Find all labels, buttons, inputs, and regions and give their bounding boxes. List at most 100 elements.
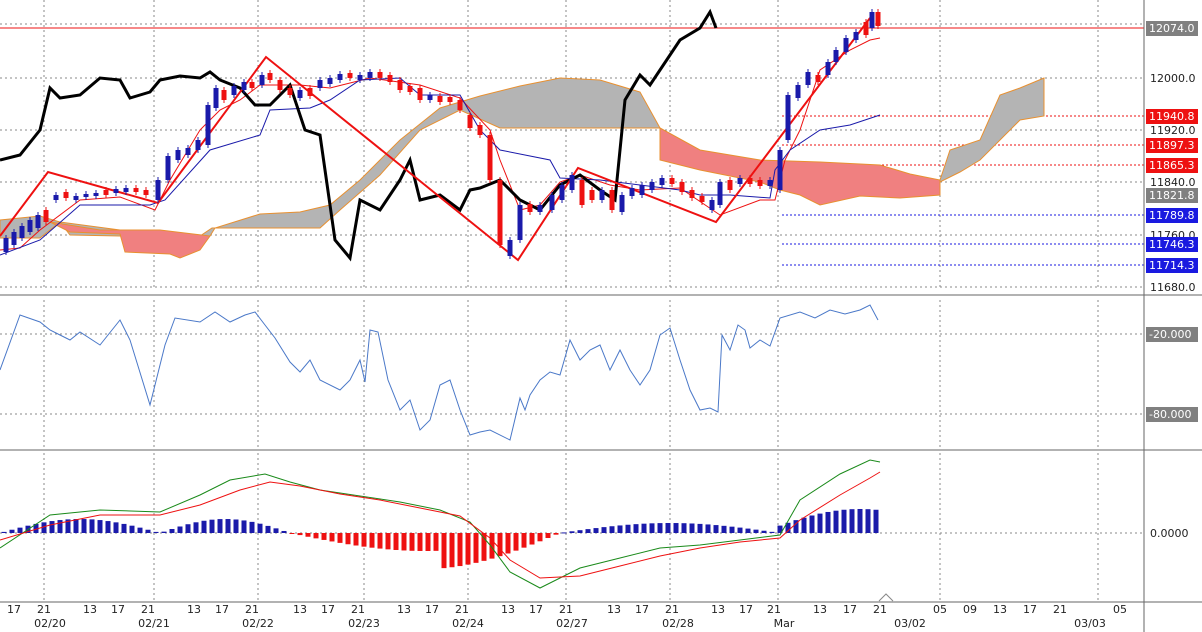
candle-bear — [679, 182, 685, 192]
macd-bar — [841, 509, 847, 533]
macd-bar — [345, 533, 351, 545]
tag-support — [1146, 258, 1198, 273]
time-tick-date: 03/02 — [894, 617, 926, 630]
oscillator-pane[interactable] — [0, 300, 1144, 448]
price-tick: 11680.0 — [1150, 281, 1196, 294]
macd-bar — [705, 524, 711, 533]
candle-bull — [737, 178, 743, 184]
candle-bull — [569, 175, 575, 190]
candle-bear — [133, 188, 139, 192]
candle-bear — [457, 100, 463, 110]
candle-bear — [277, 80, 283, 90]
macd-bar — [617, 525, 623, 533]
tag-support — [1146, 237, 1198, 252]
time-tick-hour: 17 — [843, 603, 857, 616]
candle-bull — [327, 78, 333, 84]
candle-bear — [377, 72, 383, 78]
cloud-red — [49, 221, 211, 259]
candle-bull — [785, 95, 791, 140]
candle-bull — [659, 178, 665, 185]
macd-bar — [201, 520, 207, 533]
candle-bear — [103, 190, 109, 195]
time-tick-hour: 13 — [293, 603, 307, 616]
time-tick-hour: 13 — [993, 603, 1007, 616]
macd-bar — [761, 530, 767, 533]
macd-bar — [489, 533, 495, 559]
signal-line — [0, 471, 881, 579]
macd-bar — [745, 528, 751, 533]
candle-bull — [795, 85, 801, 98]
time-tick-hour: 13 — [813, 603, 827, 616]
time-tick-date: 03/03 — [1074, 617, 1106, 630]
time-tick-hour: 21 — [37, 603, 51, 616]
candle-bull — [231, 86, 237, 95]
candle-bear — [689, 190, 695, 198]
macd-bar — [361, 533, 367, 547]
macd-bar — [129, 525, 135, 533]
candle-bull — [649, 182, 655, 190]
candle-bull — [825, 62, 831, 75]
tag-resistance — [1146, 138, 1198, 153]
candle-bull — [853, 32, 859, 40]
scroll-marker-icon[interactable] — [878, 593, 894, 602]
candle-bear — [467, 115, 473, 128]
macd-bar — [81, 519, 87, 533]
candle-bear — [417, 88, 423, 100]
macd-bar — [793, 520, 799, 533]
candle-bull — [19, 226, 25, 238]
candle-bull — [717, 182, 723, 205]
macd-bar — [161, 531, 167, 533]
cloud-gray — [0, 77, 661, 239]
macd-bar — [289, 533, 295, 534]
candle-bear — [397, 80, 403, 90]
macd-bar — [185, 524, 191, 533]
candle-bull — [27, 220, 33, 232]
macd-bar — [585, 529, 591, 533]
candle-bull — [185, 148, 191, 155]
macd-bar — [857, 509, 863, 533]
macd-bar — [649, 523, 655, 533]
candle-bull — [73, 196, 79, 200]
macd-bar — [329, 533, 335, 542]
candle-bull — [767, 180, 773, 186]
candle-bull — [639, 185, 645, 195]
macd-bar — [33, 523, 39, 533]
macd-bar — [105, 521, 111, 533]
macd-axis[interactable]: 0.0000 — [1150, 527, 1189, 540]
macd-bar — [729, 526, 735, 533]
time-tick-hour: 17 — [635, 603, 649, 616]
macd-bar — [137, 527, 143, 533]
macd-bar — [505, 533, 511, 554]
tag-neutral — [1146, 188, 1198, 203]
candle-bear — [249, 82, 255, 88]
macd-bar — [41, 522, 47, 533]
macd-bar — [265, 525, 271, 533]
macd-bar — [57, 520, 63, 533]
price-tags: 12074.0 11940.8 11897.3 11865.3 11821.8 … — [1146, 21, 1198, 273]
candle-bull — [165, 156, 171, 180]
macd-bar — [633, 524, 639, 533]
time-axis[interactable]: 17 21 13 17 21 13 17 21 13 17 21 13 17 21 13 17 21 13 17 21… — [7, 603, 1127, 630]
candle-bull — [195, 140, 201, 150]
candle-bull — [337, 74, 343, 80]
macd-bar — [193, 522, 199, 533]
macd-bar — [49, 521, 55, 533]
candle-bull — [629, 188, 635, 196]
oscillator-axis[interactable]: -20.000 -80.000 — [1146, 327, 1198, 422]
time-tick-hour: 17 — [739, 603, 753, 616]
candle-bull — [549, 195, 555, 210]
candle-bull — [517, 205, 523, 240]
time-tick-date: 02/27 — [556, 617, 588, 630]
macd-pane[interactable] — [0, 453, 1144, 601]
macd-histogram — [0, 459, 881, 589]
candle-bull — [843, 38, 849, 52]
candle-bear — [387, 75, 393, 82]
candle-bear — [407, 86, 413, 92]
time-tick-hour: 21 — [141, 603, 155, 616]
macd-bar — [257, 523, 263, 533]
macd-bar — [145, 529, 151, 533]
candle-bull — [367, 72, 373, 78]
macd-bar — [641, 523, 647, 533]
